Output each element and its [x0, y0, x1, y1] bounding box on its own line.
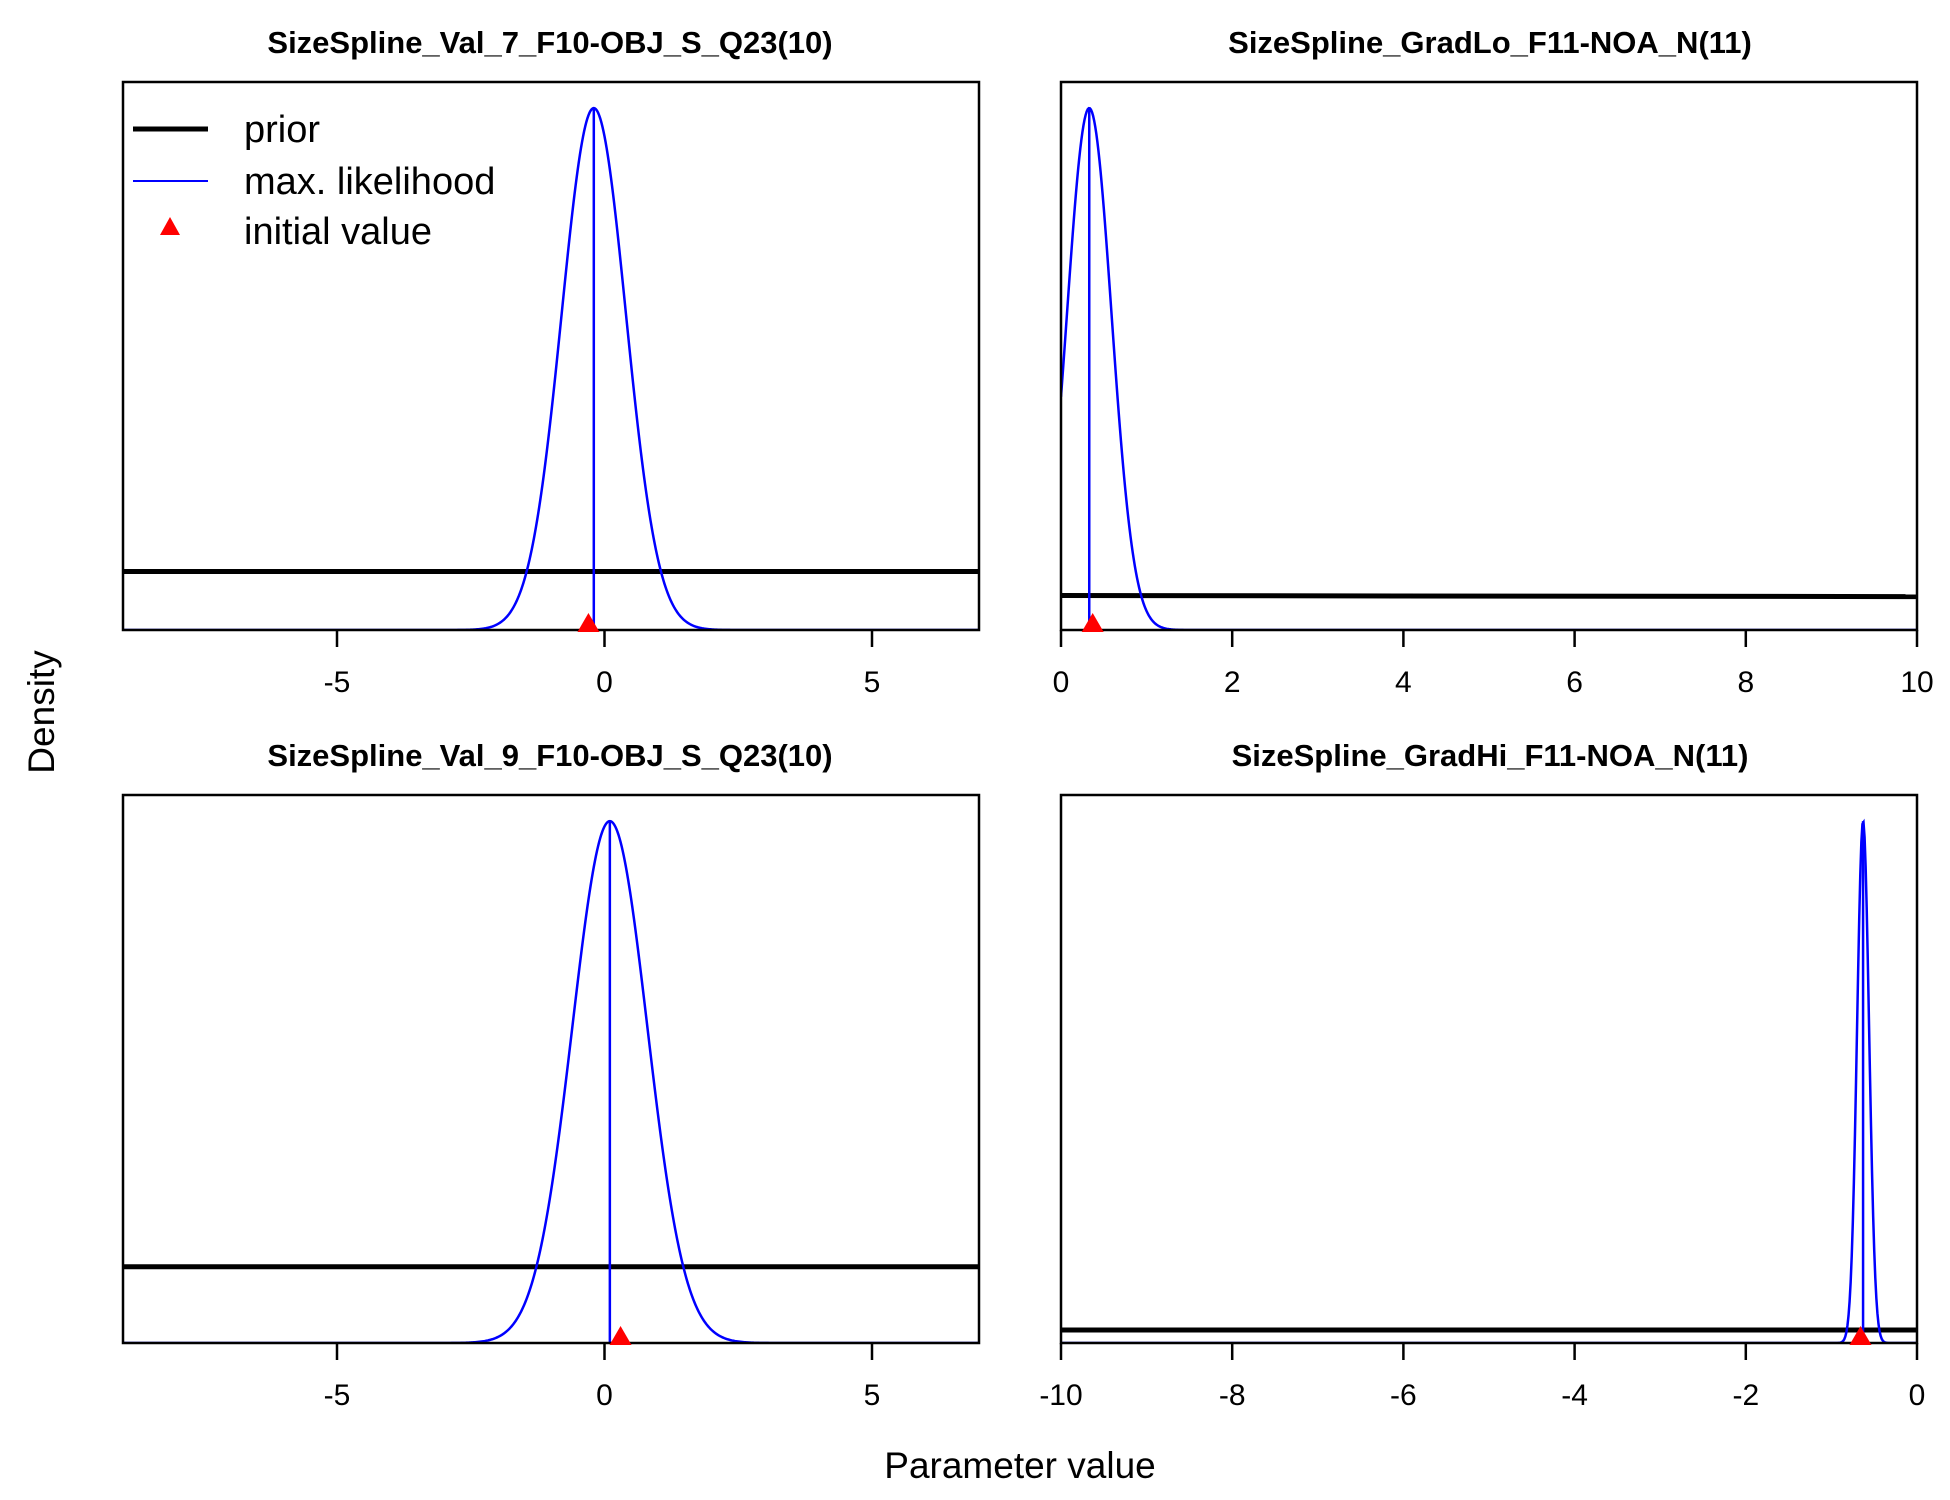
panel-4-initial-marker	[1849, 1326, 1872, 1345]
panel-2-x-tick-label: 8	[1737, 666, 1754, 699]
panel-1-x-tick-label: 5	[864, 666, 881, 699]
panel-3-x-tick-label: 0	[596, 1379, 613, 1412]
panel-3-plot: -5 0 5	[121, 793, 981, 1412]
panel-3-x-tick-label: -5	[324, 1379, 351, 1412]
legend-prior-label: prior	[244, 109, 320, 151]
panel-1-series	[123, 106, 979, 630]
y-axis-title: Density	[21, 650, 62, 774]
legend-initial-marker	[160, 217, 180, 235]
legend: prior max. likelihood initial value	[133, 109, 495, 253]
panel-2-title: SizeSpline_GradLo_F11-NOA_N(11)	[1228, 25, 1752, 60]
legend-likelihood-label: max. likelihood	[244, 161, 495, 203]
panel-2-series	[1061, 106, 1917, 630]
legend-initial-label: initial value	[244, 211, 432, 253]
panel-2-frame	[1059, 80, 1919, 632]
x-axis-title: Parameter value	[884, 1445, 1155, 1486]
panel-4-frame	[1059, 793, 1919, 1345]
panel-4-title: SizeSpline_GradHi_F11-NOA_N(11)	[1232, 738, 1749, 773]
panel-2-x-tick-label: 6	[1566, 666, 1583, 699]
panel-3-initial-marker	[609, 1326, 632, 1345]
panel-4: SizeSpline_GradHi_F11-NOA_N(11) -10 -8 -6-…	[1039, 738, 1925, 1412]
panel-3: SizeSpline_Val_9_F10-OBJ_S_Q23(10) -5 0 5	[121, 738, 981, 1412]
panel-4-x-tick-label: -8	[1219, 1379, 1246, 1412]
panel-4-x-tick-label: -10	[1039, 1379, 1082, 1412]
panel-1-likelihood-curve	[123, 106, 979, 630]
panel-2-x-tick-label: 2	[1224, 666, 1241, 699]
panel-1: SizeSpline_Val_7_F10-OBJ_S_Q23(10) -5 0 5	[121, 25, 981, 699]
panel-4-series	[1061, 818, 1917, 1343]
panel-2-plot: 0 2 4 6 8 10	[1053, 80, 1934, 699]
panel-2-likelihood-curve	[1061, 106, 1917, 630]
panel-3-x-tick-label: 5	[864, 1379, 881, 1412]
panel-4-x-tick-label: 0	[1909, 1379, 1926, 1412]
panel-4-x-tick-label: -4	[1561, 1379, 1588, 1412]
panel-2-initial-marker	[1081, 613, 1104, 632]
panel-2-x-tick-label: 0	[1053, 666, 1070, 699]
panel-2-x-tick-label: 4	[1395, 666, 1412, 699]
panel-1-title: SizeSpline_Val_7_F10-OBJ_S_Q23(10)	[267, 25, 832, 60]
panel-2-x-tick-label: 10	[1900, 666, 1933, 699]
panel-1-x-tick-label: 0	[596, 666, 613, 699]
panel-1-frame	[121, 80, 981, 632]
panel-4-likelihood-curve	[1061, 818, 1917, 1343]
panel-2: SizeSpline_GradLo_F11-NOA_N(11) 0 2 4 6 8 10	[1053, 25, 1934, 699]
panel-1-x-tick-label: -5	[324, 666, 351, 699]
panel-4-x-tick-label: -6	[1390, 1379, 1417, 1412]
panel-1-plot: -5 0 5	[121, 80, 981, 699]
panel-3-frame	[121, 793, 981, 1345]
panel-4-plot: -10 -8 -6 -4 -2 0	[1039, 793, 1926, 1412]
panel-4-x-tick-label: -2	[1732, 1379, 1759, 1412]
panel-1-initial-marker	[577, 613, 600, 632]
panel-3-series	[123, 819, 979, 1343]
panel-3-title: SizeSpline_Val_9_F10-OBJ_S_Q23(10)	[267, 738, 832, 773]
panel-2-prior-line	[1061, 593, 1917, 600]
panel-3-likelihood-curve	[123, 819, 979, 1343]
